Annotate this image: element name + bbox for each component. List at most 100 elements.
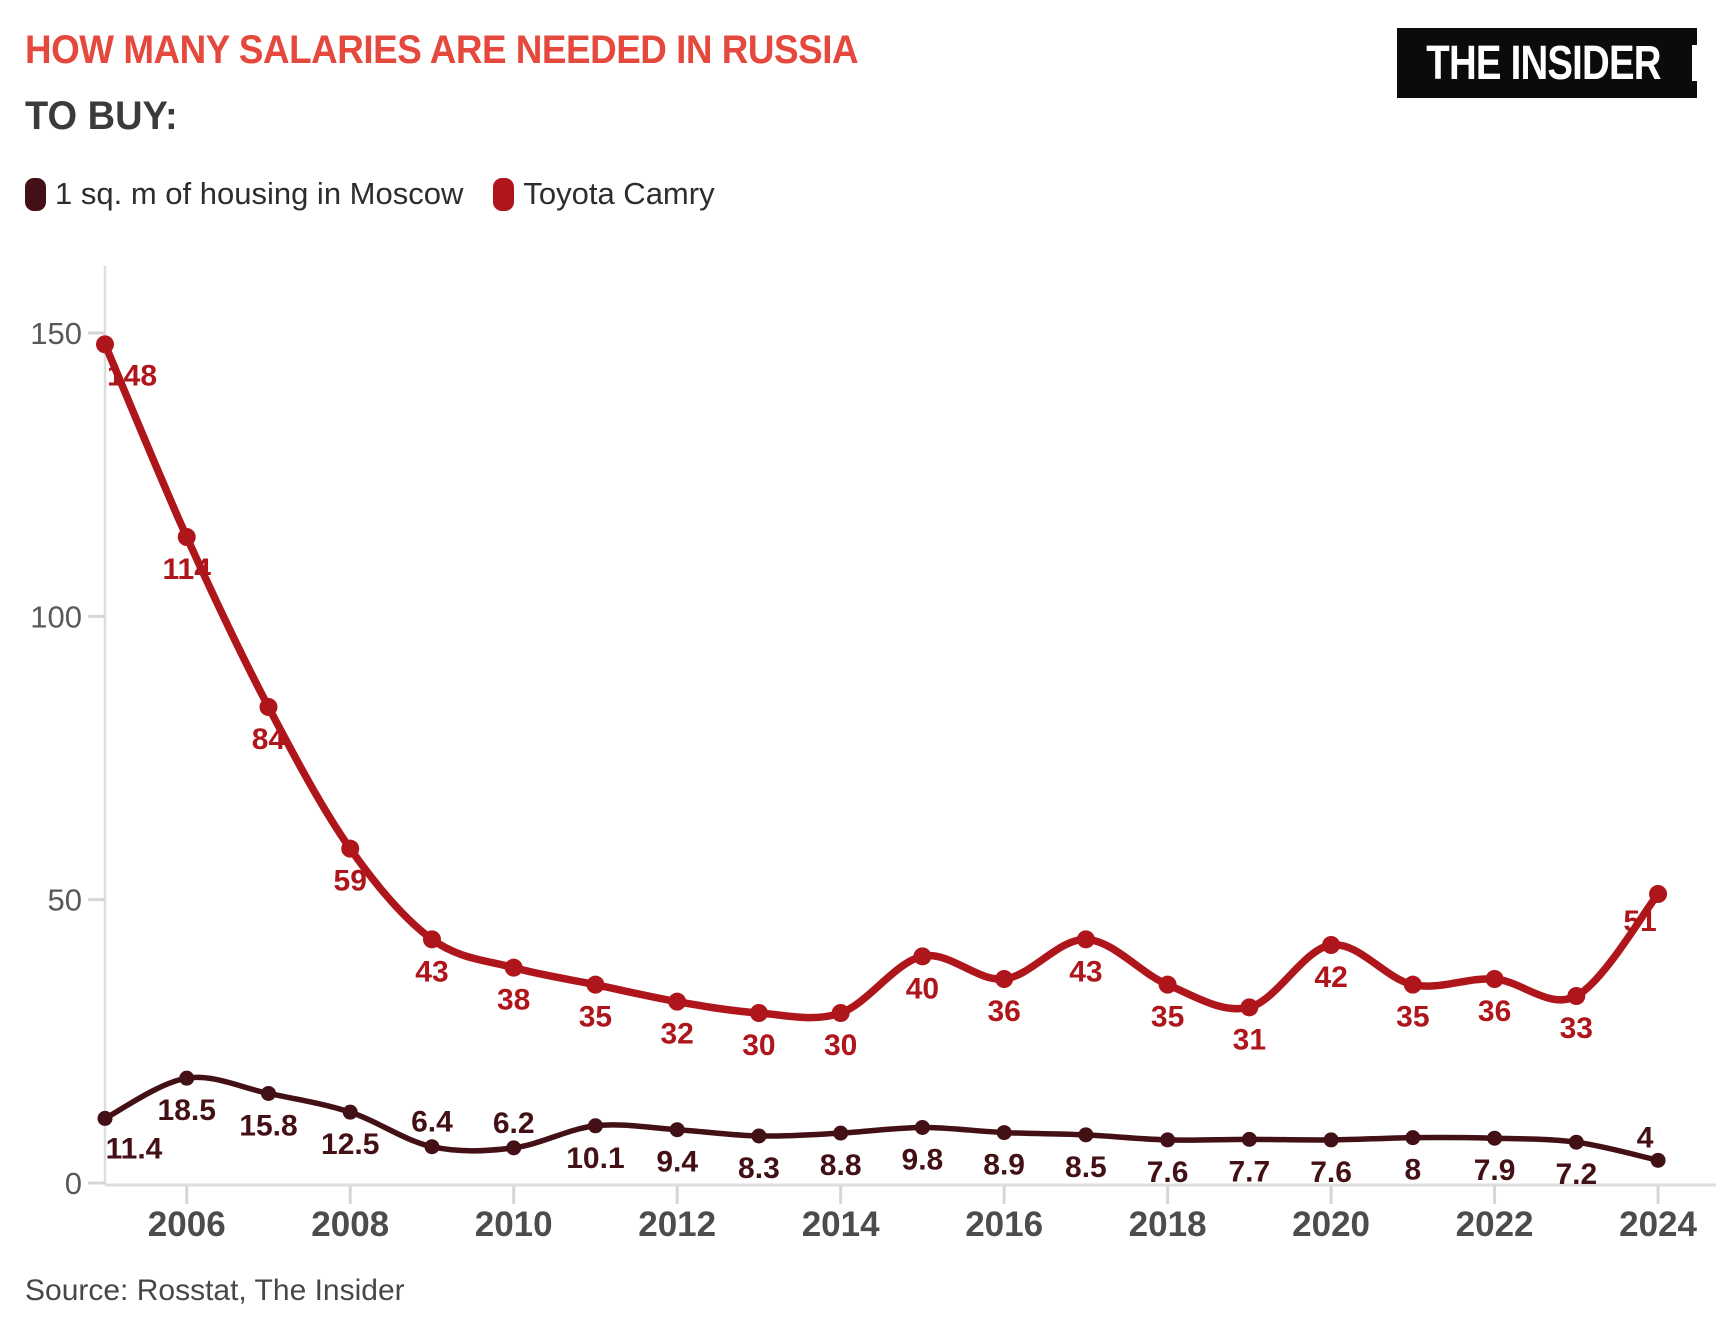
x-tick-label: 2022 xyxy=(1456,1205,1534,1244)
housing-point-label: 4 xyxy=(1637,1121,1654,1154)
camry-point-label: 59 xyxy=(334,865,367,898)
housing-point xyxy=(1241,1131,1257,1147)
housing-point-label: 7.9 xyxy=(1474,1154,1516,1187)
camry-point-label: 32 xyxy=(660,1018,693,1051)
housing-point-label: 8.9 xyxy=(983,1149,1025,1182)
camry-point-label: 35 xyxy=(579,1001,612,1034)
camry-point xyxy=(913,947,932,966)
page-title: HOW MANY SALARIES ARE NEEDED IN RUSSIA xyxy=(25,28,859,72)
camry-point-label: 51 xyxy=(1623,905,1656,938)
camry-point-label: 33 xyxy=(1560,1012,1593,1045)
housing-point-label: 6.4 xyxy=(411,1106,453,1139)
camry-point xyxy=(259,698,278,716)
housing-point xyxy=(424,1139,440,1155)
camry-point xyxy=(96,335,114,354)
y-tick-label: 150 xyxy=(30,316,82,351)
x-tick-label: 2016 xyxy=(965,1205,1043,1244)
camry-point-label: 84 xyxy=(252,723,286,756)
y-tick-label: 50 xyxy=(48,883,82,918)
housing-point xyxy=(97,1110,113,1126)
camry-line xyxy=(101,340,1662,1022)
camry-point xyxy=(995,970,1014,988)
housing-point xyxy=(1323,1132,1339,1148)
housing-point-label: 7.7 xyxy=(1229,1155,1271,1188)
camry-point xyxy=(1485,970,1504,988)
camry-swatch-icon xyxy=(493,177,515,211)
camry-point-label: 43 xyxy=(1069,955,1102,988)
camry-point xyxy=(341,839,360,858)
housing-point xyxy=(342,1104,358,1120)
camry-point xyxy=(504,958,523,977)
camry-point-label: 31 xyxy=(1233,1023,1266,1056)
x-tick-label: 2012 xyxy=(638,1205,716,1244)
camry-point-label: 148 xyxy=(107,359,157,392)
x-tick-label: 2020 xyxy=(1292,1205,1370,1244)
housing-point xyxy=(1405,1130,1421,1146)
x-tick-label: 2018 xyxy=(1129,1205,1207,1244)
camry-point xyxy=(177,528,196,546)
housing-point-label: 8.8 xyxy=(820,1149,862,1182)
housing-point xyxy=(587,1118,603,1134)
housing-point xyxy=(833,1125,849,1141)
logo-text: THE INSIDER xyxy=(1426,36,1661,90)
the-insider-logo: THE INSIDER xyxy=(1397,28,1697,98)
camry-point-label: 35 xyxy=(1151,1001,1184,1034)
housing-point-label: 8.5 xyxy=(1065,1151,1107,1184)
camry-point xyxy=(831,1004,850,1022)
camry-point-label: 42 xyxy=(1314,961,1347,994)
x-tick-label: 2024 xyxy=(1619,1205,1697,1244)
camry-point-label: 36 xyxy=(1478,995,1511,1028)
housing-point xyxy=(914,1119,930,1135)
housing-point-label: 12.5 xyxy=(321,1128,379,1161)
housing-point-label: 18.5 xyxy=(158,1094,216,1127)
camry-point xyxy=(1158,975,1177,994)
housing-point-label: 11.4 xyxy=(106,1132,163,1165)
housing-point xyxy=(669,1122,685,1138)
logo-cursor-bar-icon xyxy=(1692,45,1697,81)
housing-point-label: 7.6 xyxy=(1147,1156,1189,1189)
housing-point xyxy=(260,1085,276,1101)
legend-item-housing: 1 sq. m of housing in Moscow xyxy=(25,176,463,212)
camry-point xyxy=(1322,936,1341,954)
x-tick-label: 2010 xyxy=(475,1205,553,1244)
housing-point-label: 9.8 xyxy=(902,1143,944,1176)
housing-point xyxy=(1568,1134,1584,1150)
housing-point xyxy=(179,1070,195,1086)
housing-point xyxy=(1160,1132,1176,1148)
legend-label-housing: 1 sq. m of housing in Moscow xyxy=(55,176,464,211)
housing-point-label: 7.2 xyxy=(1555,1158,1597,1191)
housing-point-label: 10.1 xyxy=(566,1142,624,1175)
legend: 1 sq. m of housing in Moscow Toyota Camry xyxy=(25,176,715,212)
housing-point-label: 8 xyxy=(1404,1154,1421,1187)
housing-point-label: 7.6 xyxy=(1310,1156,1352,1189)
source-note: Source: Rosstat, The Insider xyxy=(25,1274,405,1307)
camry-point-label: 38 xyxy=(497,984,530,1017)
legend-label-camry: Toyota Camry xyxy=(523,176,715,211)
housing-point-label: 6.2 xyxy=(493,1107,535,1140)
housing-point xyxy=(1650,1152,1666,1168)
x-tick-label: 2006 xyxy=(148,1205,226,1244)
camry-point xyxy=(1567,987,1586,1005)
housing-point-label: 9.4 xyxy=(656,1146,698,1179)
camry-point xyxy=(422,930,441,949)
camry-point-label: 30 xyxy=(824,1029,857,1062)
x-tick-label: 2008 xyxy=(311,1205,389,1244)
housing-point xyxy=(506,1140,522,1156)
x-tick-label: 2014 xyxy=(802,1205,880,1244)
camry-point-label: 36 xyxy=(987,995,1020,1028)
camry-point-label: 114 xyxy=(163,553,212,586)
camry-point xyxy=(668,992,687,1011)
housing-point xyxy=(996,1125,1012,1141)
housing-point xyxy=(1487,1130,1503,1146)
camry-point-label: 40 xyxy=(906,972,939,1005)
camry-point xyxy=(1076,930,1095,949)
camry-point-label: 30 xyxy=(742,1029,775,1062)
housing-point-label: 15.8 xyxy=(239,1109,297,1142)
camry-point-label: 35 xyxy=(1396,1001,1429,1034)
camry-point xyxy=(586,975,605,994)
housing-swatch-icon xyxy=(25,177,46,211)
housing-line xyxy=(102,1074,1661,1164)
camry-point xyxy=(749,1004,768,1022)
